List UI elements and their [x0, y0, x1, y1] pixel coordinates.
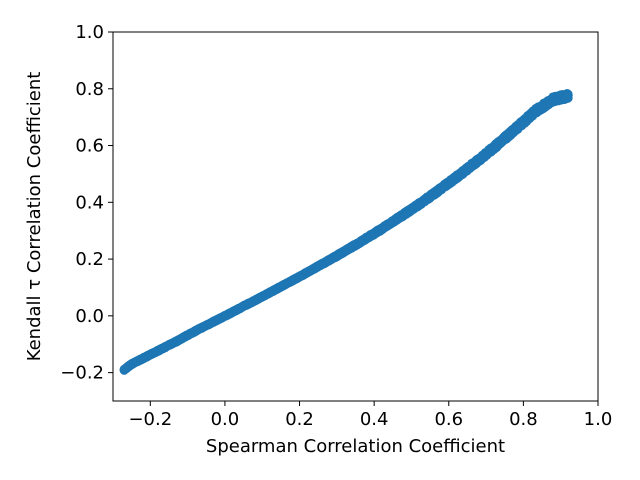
x-tick-label: 0.8	[509, 409, 538, 430]
y-tick-label: 0.6	[75, 136, 104, 157]
x-tick-label: −0.2	[128, 409, 172, 430]
x-tick-label: 0.4	[360, 409, 389, 430]
x-tick-label: 1.0	[584, 409, 613, 430]
scatter-point	[563, 91, 573, 101]
scatter-points	[119, 88, 573, 375]
y-tick-label: 1.0	[75, 22, 104, 43]
y-axis-label: Kendall τ Correlation Coefficient	[24, 72, 45, 362]
y-tick-label: −0.2	[60, 363, 104, 384]
y-axis-ticks: −0.2 0.0 0.2 0.4 0.6 0.8 1.0	[60, 22, 113, 384]
x-tick-label: 0.6	[434, 409, 463, 430]
x-tick-label: 0.2	[285, 409, 314, 430]
y-tick-label: 0.2	[75, 249, 104, 270]
y-tick-label: 0.8	[75, 79, 104, 100]
x-tick-label: 0.0	[211, 409, 240, 430]
x-axis-label: Spearman Correlation Coefficient	[206, 436, 505, 457]
y-tick-label: 0.4	[75, 192, 104, 213]
x-axis-ticks: −0.2 0.0 0.2 0.4 0.6 0.8 1.0	[128, 401, 612, 430]
scatter-point	[119, 365, 129, 375]
plot-frame	[112, 31, 599, 402]
y-tick-label: 0.0	[75, 306, 104, 327]
